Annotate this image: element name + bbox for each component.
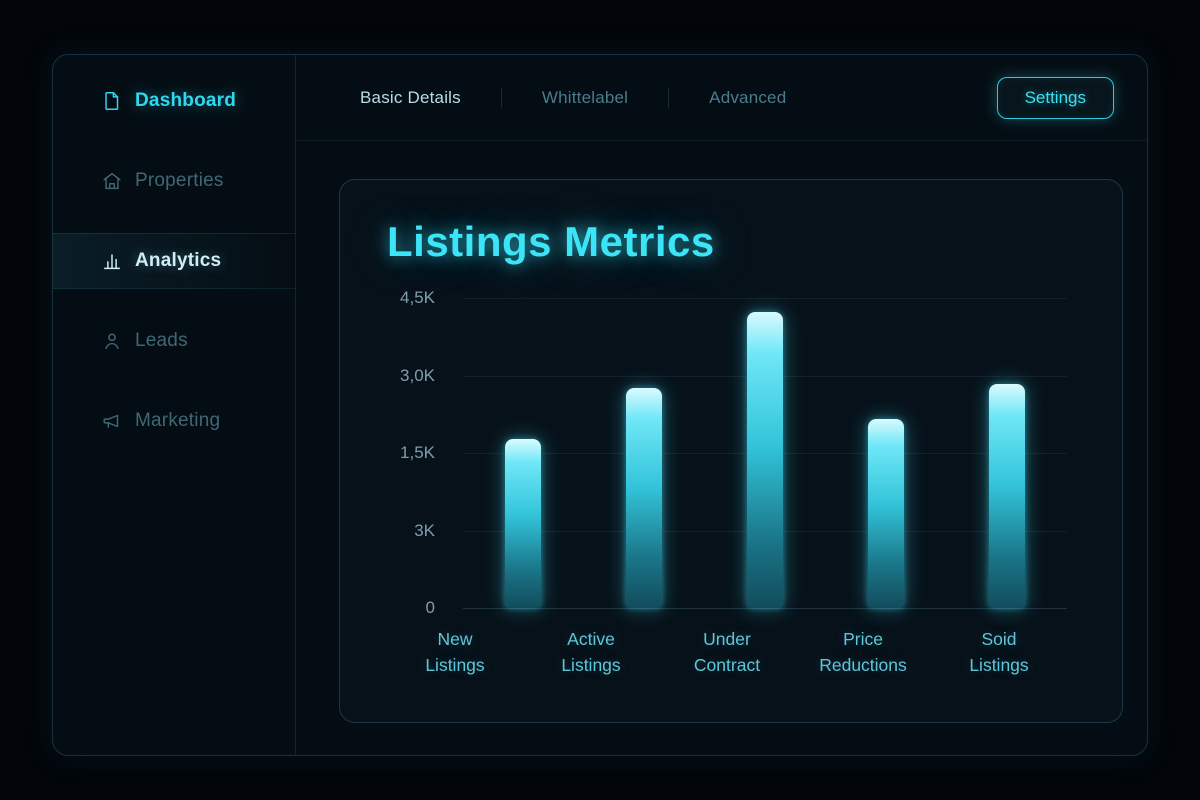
tab-advanced[interactable]: Advanced	[709, 87, 787, 107]
x-axis-label: Under Contract	[693, 629, 761, 676]
bar-slot	[584, 298, 705, 608]
topbar: Basic Details Whittelabel Advanced Setti…	[296, 55, 1147, 141]
settings-button[interactable]: Settings	[996, 76, 1114, 119]
bar-active-listings	[626, 387, 663, 608]
main-area: Basic Details Whittelabel Advanced Setti…	[296, 55, 1147, 755]
x-axis-labels: New Listings Active Listings Under Contract Pr…	[387, 626, 1067, 679]
bar-slot	[825, 298, 946, 608]
sidebar-item-properties[interactable]: Properties	[53, 153, 295, 209]
gridline-baseline	[463, 608, 1067, 609]
y-tick: 1,5K	[400, 443, 435, 462]
y-tick: 4,5K	[400, 288, 435, 307]
bar-group	[463, 298, 1067, 608]
sidebar-item-label: Leads	[135, 330, 188, 351]
chart-icon	[101, 250, 123, 272]
tab-whittelabel[interactable]: Whittelabel	[541, 87, 629, 107]
x-axis-label: New Listings	[425, 629, 485, 676]
building-icon	[101, 170, 123, 192]
bar-soid-listings	[988, 384, 1025, 608]
person-icon	[101, 330, 123, 352]
y-tick: 3,0K	[400, 365, 435, 385]
bar-slot	[705, 298, 826, 608]
sidebar-item-label: Marketing	[135, 410, 221, 431]
sidebar: Dashboard Properties Analytics Leads Mar…	[53, 55, 296, 755]
megaphone-icon	[101, 410, 123, 432]
y-tick: 3K	[414, 520, 435, 540]
document-icon	[101, 90, 123, 112]
x-axis-label: Price Reductions	[819, 629, 907, 676]
sidebar-item-leads[interactable]: Leads	[53, 313, 295, 369]
sidebar-item-dashboard[interactable]: Dashboard	[53, 73, 295, 129]
y-tick: 0	[425, 598, 435, 617]
app-window: Dashboard Properties Analytics Leads Mar…	[52, 54, 1148, 756]
x-axis-label: Soid Listings	[969, 629, 1029, 676]
tab-bar: Basic Details Whittelabel Advanced	[358, 82, 788, 114]
bar-price-reductions	[867, 418, 904, 608]
sidebar-item-analytics[interactable]: Analytics	[53, 233, 295, 289]
listings-metrics-card: Listings Metrics 4,5K 3,0K 1,5K 3K 0	[339, 179, 1123, 723]
gridline	[463, 298, 1067, 299]
sidebar-item-label: Analytics	[135, 250, 222, 271]
bar-slot	[946, 298, 1067, 608]
sidebar-item-label: Dashboard	[135, 90, 237, 111]
bar-chart: 4,5K 3,0K 1,5K 3K 0	[387, 288, 1067, 617]
tab-basic-details[interactable]: Basic Details	[360, 87, 461, 107]
x-axis-label: Active Listings	[561, 629, 621, 676]
bar-slot	[463, 298, 584, 608]
bar-new-listings	[505, 439, 542, 608]
content-area: Listings Metrics 4,5K 3,0K 1,5K 3K 0	[296, 141, 1147, 755]
sidebar-item-label: Properties	[135, 170, 224, 191]
tab-divider	[668, 87, 670, 108]
bar-under-contract	[746, 311, 783, 608]
sidebar-item-marketing[interactable]: Marketing	[53, 393, 295, 449]
y-axis: 4,5K 3,0K 1,5K 3K 0	[387, 288, 449, 617]
chart-title: Listings Metrics	[387, 218, 715, 265]
tab-divider	[500, 87, 502, 108]
plot-area	[463, 298, 1067, 609]
